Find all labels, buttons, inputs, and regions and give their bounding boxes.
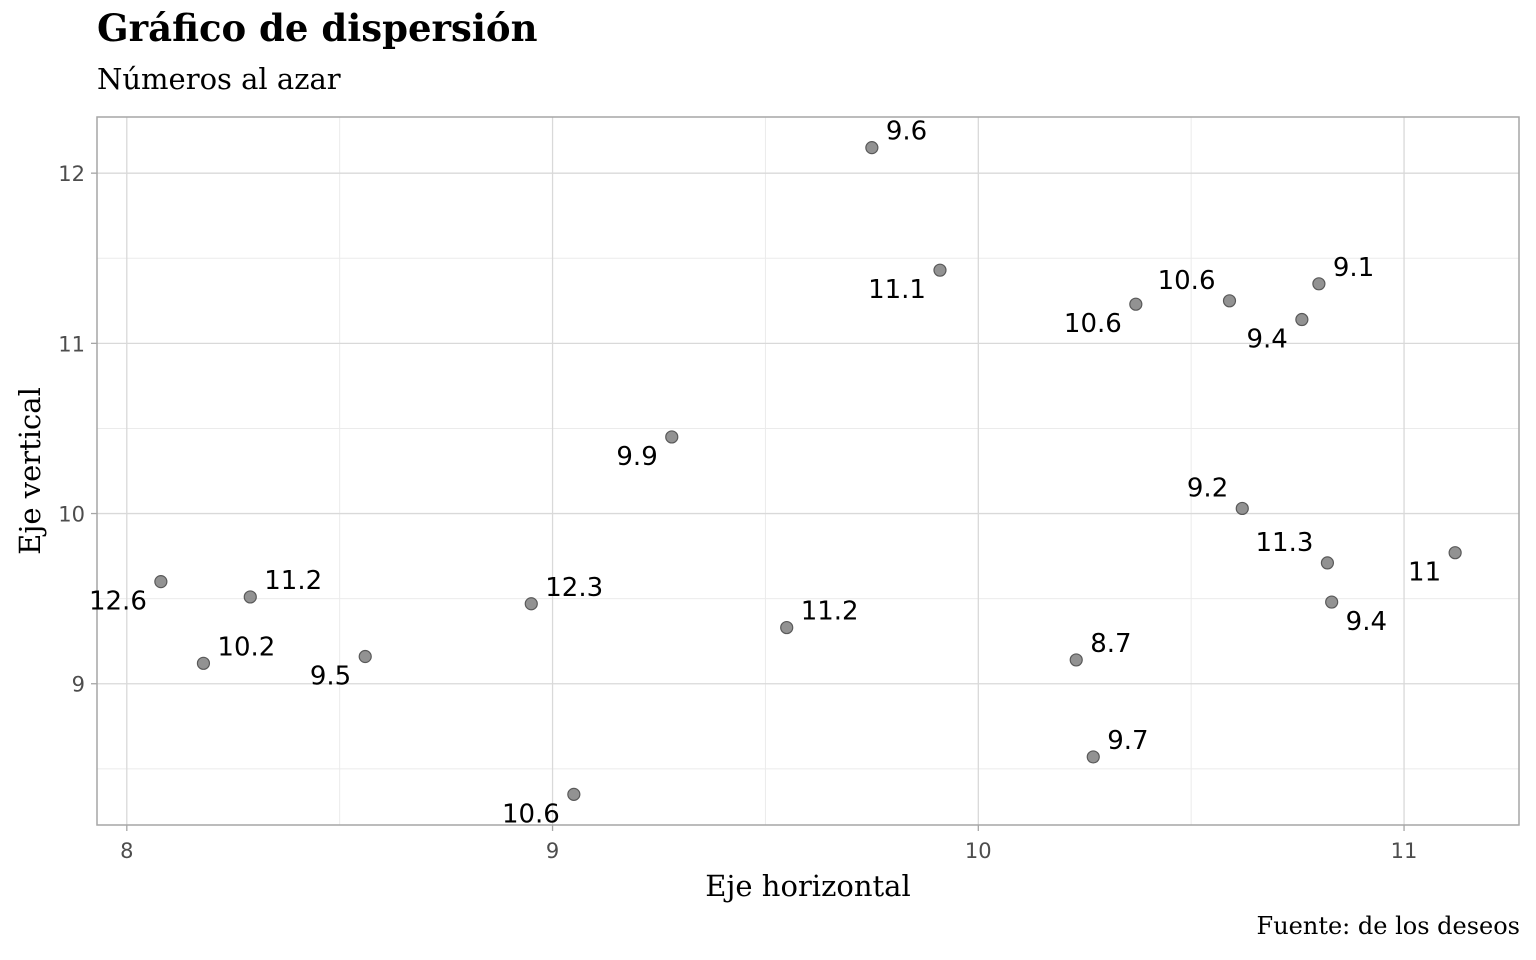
data-point bbox=[1129, 297, 1143, 311]
data-point bbox=[196, 656, 211, 670]
point-label: 9.9 bbox=[616, 442, 657, 472]
point-label: 12.3 bbox=[545, 573, 603, 603]
data-point bbox=[865, 141, 879, 155]
data-point bbox=[1235, 501, 1249, 516]
data-point bbox=[1086, 750, 1100, 764]
data-point bbox=[1312, 277, 1326, 291]
point-label: 9.1 bbox=[1333, 253, 1374, 283]
x-tick-label: 8 bbox=[120, 839, 133, 863]
y-tick-label: 10 bbox=[58, 503, 85, 527]
y-tick-label: 11 bbox=[58, 332, 85, 356]
x-tick-label: 11 bbox=[1391, 839, 1418, 863]
point-label: 9.2 bbox=[1187, 473, 1228, 503]
y-tick-label: 12 bbox=[58, 162, 85, 186]
data-point bbox=[1325, 595, 1339, 609]
point-label: 10.6 bbox=[1064, 309, 1122, 339]
point-label: 9.5 bbox=[310, 662, 351, 692]
data-point bbox=[665, 430, 679, 444]
grid bbox=[97, 117, 1519, 825]
y-tick-label: 9 bbox=[72, 673, 85, 697]
point-label: 10.6 bbox=[502, 799, 560, 829]
x-tick-label: 9 bbox=[546, 839, 559, 863]
point-label: 11.2 bbox=[801, 597, 859, 627]
data-point bbox=[1448, 546, 1462, 560]
point-label: 10.2 bbox=[217, 632, 275, 662]
chart-title: Gráfico de dispersión bbox=[97, 6, 538, 50]
point-label: 11.1 bbox=[868, 275, 926, 305]
y-axis-title: Eje vertical bbox=[13, 387, 47, 555]
point-label: 8.7 bbox=[1090, 629, 1131, 659]
data-point bbox=[780, 620, 794, 635]
point-label: 9.6 bbox=[886, 117, 927, 147]
point-label: 11 bbox=[1408, 558, 1441, 588]
data-point bbox=[358, 649, 372, 664]
data-point bbox=[243, 590, 257, 604]
point-label: 9.4 bbox=[1247, 325, 1288, 355]
axis-ticks: 8 9 10 11 9 10 11 12 bbox=[58, 162, 1417, 863]
chart-caption: Fuente: de los deseos bbox=[1256, 912, 1520, 940]
data-point bbox=[933, 263, 947, 277]
plot-panel-border bbox=[96, 116, 1520, 826]
x-axis-title: Eje horizontal bbox=[705, 869, 910, 903]
point-label: 9.4 bbox=[1346, 607, 1387, 637]
point-label: 10.6 bbox=[1158, 266, 1216, 296]
x-tick-label: 10 bbox=[965, 839, 992, 863]
point-label: 12.6 bbox=[89, 587, 147, 617]
data-point bbox=[567, 787, 581, 801]
data-points bbox=[154, 141, 1462, 801]
data-point bbox=[154, 575, 168, 589]
point-label: 11.3 bbox=[1256, 528, 1314, 558]
data-point bbox=[1069, 653, 1083, 667]
chart-subtitle: Números al azar bbox=[97, 62, 341, 96]
data-point bbox=[1320, 556, 1335, 570]
point-label: 11.2 bbox=[264, 566, 322, 596]
data-point bbox=[1295, 312, 1309, 327]
point-labels: 12.6 11.2 10.2 9.5 12.3 10.6 9.9 11.2 9.6 11.1 8.7… bbox=[89, 117, 1441, 830]
data-point bbox=[524, 597, 538, 611]
point-label: 9.7 bbox=[1107, 726, 1148, 756]
data-point bbox=[1222, 294, 1237, 308]
